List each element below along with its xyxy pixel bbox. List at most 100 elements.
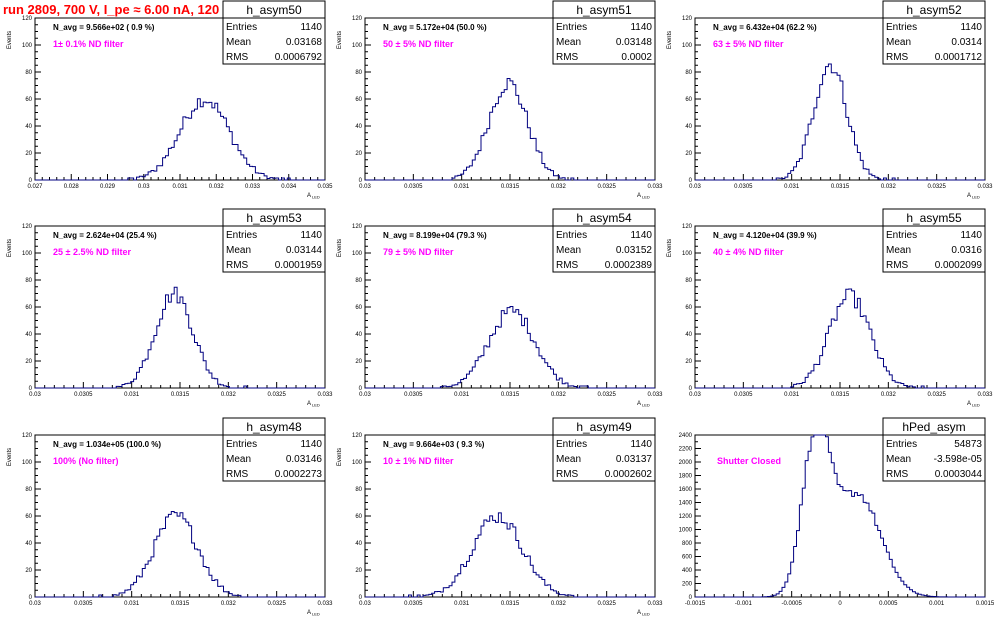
y-axis-label: Events — [337, 31, 343, 49]
histogram-panel-h_asym49: 0.03 0.0305 0.031 0.0315 0.032 0.0325 0.033 0 20… — [337, 417, 663, 617]
y-tick-label: 0 — [689, 178, 693, 184]
stats-box — [552, 0, 656, 65]
y-tick-label: 40 — [685, 124, 692, 130]
histogram-line — [35, 510, 325, 598]
stats-label: RMS — [886, 469, 909, 480]
histogram-panel-h_asym54: 0.03 0.0305 0.031 0.0315 0.032 0.0325 0.033 0 20… — [337, 208, 663, 408]
x-tick-label: 0.03 — [138, 184, 150, 190]
x-tick-label: 0.0315 — [831, 184, 850, 190]
y-tick-label: 40 — [25, 332, 32, 338]
stats-value: 0.0002602 — [605, 469, 653, 480]
stats-value: -3.598e-05 — [934, 454, 983, 465]
x-tick-label: 0.0315 — [501, 184, 520, 190]
y-tick-label: 100 — [22, 251, 33, 257]
x-tick-label: 0.0325 — [597, 601, 616, 607]
x-tick-label: 0.031 — [454, 392, 470, 398]
y-tick-label: 100 — [352, 251, 363, 257]
y-tick-label: 20 — [355, 359, 362, 365]
filter-annotation: 50 ± 5% ND filter — [383, 39, 454, 49]
histogram-line — [35, 98, 325, 181]
stats-value: 0.03146 — [286, 454, 323, 465]
histogram-name: h_asym55 — [906, 211, 962, 225]
x-tick-label: 0.0305 — [734, 392, 753, 398]
stats-value: 1140 — [960, 230, 982, 241]
histogram-line — [365, 306, 655, 389]
histogram-line — [695, 63, 985, 181]
stats-value: 1140 — [300, 439, 322, 450]
x-tick-label: -0.0015 — [685, 601, 706, 607]
stats-value: 0.0002099 — [935, 260, 983, 271]
x-tick-label: 0.0305 — [74, 601, 93, 607]
x-tick-label: 0.032 — [221, 392, 237, 398]
y-axis-label: Events — [7, 239, 13, 257]
stats-label: Entries — [226, 439, 257, 450]
x-tick-label: 0.028 — [64, 184, 80, 190]
y-tick-label: 120 — [352, 16, 363, 22]
x-tick-label: 0.03 — [359, 184, 371, 190]
y-tick-label: 100 — [352, 460, 363, 466]
x-tick-label: 0.033 — [647, 184, 663, 190]
x-tick-label: 0.0325 — [267, 392, 286, 398]
histogram-line — [365, 512, 655, 598]
stats-label: Entries — [886, 22, 917, 33]
x-tick-label: 0.031 — [172, 184, 188, 190]
y-tick-label: 80 — [685, 278, 692, 284]
stats-label: Mean — [226, 245, 251, 256]
histogram-line — [695, 288, 985, 389]
stats-value: 0.0001959 — [275, 260, 323, 271]
x-tick-label: 0.0325 — [267, 601, 286, 607]
filter-annotation: 25 ± 2.5% ND filter — [53, 247, 131, 257]
y-tick-label: 400 — [682, 568, 693, 574]
histogram-panel-h_asym53: 0.03 0.0305 0.031 0.0315 0.032 0.0325 0.033 0 20… — [7, 208, 333, 408]
stats-value: 1140 — [300, 22, 322, 33]
stats-box — [552, 417, 656, 482]
histogram-name: h_asym54 — [576, 211, 632, 225]
stats-label: RMS — [556, 52, 579, 63]
filter-annotation: Shutter Closed — [717, 456, 781, 466]
y-tick-label: 120 — [22, 433, 33, 439]
stats-label: Mean — [556, 454, 581, 465]
x-tick-label: 0.032 — [209, 184, 225, 190]
x-tick-label: 0.0315 — [501, 392, 520, 398]
stats-value: 1140 — [960, 22, 982, 33]
x-tick-label: 0.034 — [281, 184, 297, 190]
stats-value: 0.03148 — [616, 37, 653, 48]
y-tick-label: 40 — [355, 124, 362, 130]
stats-label: Mean — [556, 37, 581, 48]
stats-label: Mean — [226, 37, 251, 48]
navg-annotation: N_avg = 9.566e+02 ( 0.9 %) — [53, 23, 155, 32]
x-tick-label: 0.032 — [551, 184, 567, 190]
y-axis-label: Events — [7, 448, 13, 466]
navg-annotation: N_avg = 8.199e+04 (79.3 %) — [383, 231, 487, 240]
stats-value: 54873 — [954, 439, 982, 450]
x-tick-label: 0.031 — [784, 184, 800, 190]
y-tick-label: 40 — [25, 124, 32, 130]
x-tick-label: 0.031 — [454, 601, 470, 607]
y-tick-label: 0 — [359, 595, 363, 601]
x-tick-label: 0.033 — [977, 184, 993, 190]
stats-label: Mean — [886, 454, 911, 465]
navg-annotation: N_avg = 4.120e+04 (39.9 %) — [713, 231, 817, 240]
stats-label: RMS — [556, 260, 579, 271]
x-tick-label: 0.0305 — [404, 601, 423, 607]
y-tick-label: 60 — [25, 97, 32, 103]
y-tick-label: 80 — [25, 487, 32, 493]
x-tick-label: 0.0325 — [597, 184, 616, 190]
x-tick-label: 0.03 — [689, 392, 701, 398]
x-tick-label: 0.033 — [647, 601, 663, 607]
histogram-panel-hPed_asym: -0.0015 -0.001 -0.0005 0 0.0005 0.001 0.0015 0 2… — [679, 417, 995, 607]
y-tick-label: 120 — [682, 224, 693, 230]
y-tick-label: 2200 — [679, 447, 693, 453]
x-tick-label: 0.001 — [929, 601, 945, 607]
x-tick-label: 0.032 — [551, 392, 567, 398]
histogram-panel-h_asym48: 0.03 0.0305 0.031 0.0315 0.032 0.0325 0.033 0 20… — [7, 417, 333, 617]
y-tick-label: 0 — [29, 386, 33, 392]
y-tick-label: 60 — [355, 97, 362, 103]
histogram-name: h_asym50 — [246, 3, 302, 17]
y-tick-label: 60 — [355, 305, 362, 311]
y-tick-label: 20 — [25, 359, 32, 365]
x-tick-label: 0 — [838, 601, 842, 607]
stats-value: 0.03168 — [286, 37, 323, 48]
stats-value: 0.0316 — [951, 245, 982, 256]
